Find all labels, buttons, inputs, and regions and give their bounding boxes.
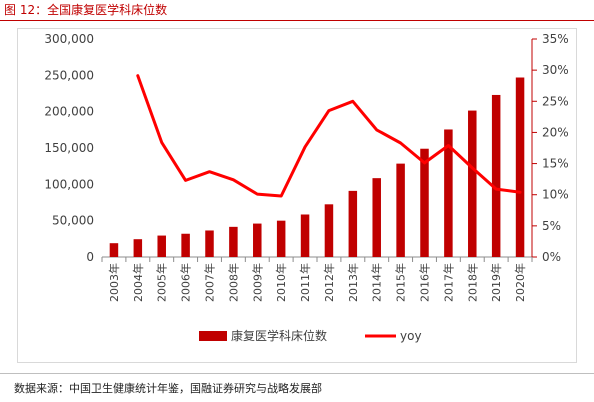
right-y-tick-label: 0% <box>542 250 561 264</box>
bar-2020年 <box>515 77 525 257</box>
left-y-tick-label: 200,000 <box>44 105 94 119</box>
x-tick-label: 2009年 <box>250 263 264 302</box>
bar-2013年 <box>348 190 358 257</box>
yoy-line-series <box>136 74 522 198</box>
bar-2005年 <box>157 235 166 257</box>
bar-2014年 <box>372 178 381 257</box>
x-tick-label: 2007年 <box>203 263 217 302</box>
x-tick-label: 2017年 <box>441 263 455 302</box>
bar-2004年 <box>133 239 143 257</box>
x-tick-label: 2003年 <box>107 263 121 302</box>
x-tick-label: 2014年 <box>370 263 384 302</box>
bar-2009年 <box>253 223 262 257</box>
x-tick-label: 2015年 <box>394 263 408 302</box>
x-tick-label: 2004年 <box>131 263 145 302</box>
bar-series <box>109 77 525 258</box>
right-y-tick-label: 5% <box>542 219 561 233</box>
chart-legend: 康复医学科床位数 yoy <box>199 328 422 343</box>
x-tick-label: 2018年 <box>465 263 479 302</box>
right-y-tick-label: 15% <box>542 157 569 171</box>
chart-axes: 0 50,000 100,000 150,000 200,000 250,000 300,0… <box>44 32 568 302</box>
left-y-tick-label: 150,000 <box>44 141 94 155</box>
bar-2015年 <box>396 163 405 257</box>
x-tick-label: 2006年 <box>179 263 193 302</box>
bar-2018年 <box>468 110 477 258</box>
figure-title: 图 12：全国康复医学科床位数 <box>4 3 168 17</box>
right-y-tick-label: 30% <box>542 63 569 77</box>
bar-2003年 <box>109 243 119 257</box>
bar-2017年 <box>444 129 453 257</box>
right-y-tick-label: 20% <box>542 125 569 139</box>
x-tick-label: 2012年 <box>322 263 336 302</box>
x-tick-label: 2011年 <box>298 263 312 302</box>
bar-2008年 <box>229 226 238 257</box>
bar-2006年 <box>181 233 190 257</box>
x-tick-label: 2019年 <box>489 263 503 302</box>
legend-swatch-bar <box>199 331 227 341</box>
bar-2012年 <box>324 204 334 257</box>
right-y-tick-label: 35% <box>542 32 569 46</box>
x-tick-label: 2005年 <box>155 263 169 302</box>
left-y-tick-label: 0 <box>86 250 94 264</box>
x-tick-label: 2010年 <box>274 263 288 302</box>
title-divider <box>0 20 594 21</box>
left-y-tick-label: 250,000 <box>44 68 94 82</box>
x-tick-label: 2016年 <box>418 263 432 302</box>
x-tick-label: 2008年 <box>226 263 240 302</box>
bar-2016年 <box>420 148 429 257</box>
right-y-tick-label: 10% <box>542 188 569 202</box>
bar-2010年 <box>276 220 286 257</box>
legend-label-line: yoy <box>400 329 422 343</box>
x-tick-label: 2013年 <box>346 263 360 302</box>
left-y-tick-label: 300,000 <box>44 32 94 46</box>
left-y-tick-label: 50,000 <box>52 214 94 228</box>
right-y-tick-label: 25% <box>542 94 569 108</box>
legend-label-bar: 康复医学科床位数 <box>231 328 327 343</box>
chart-frame <box>17 28 577 363</box>
bar-2011年 <box>300 214 310 257</box>
footer-divider <box>0 373 594 374</box>
bar-2019年 <box>491 94 501 257</box>
bar-2007年 <box>205 230 214 257</box>
source-note: 数据来源：中国卫生健康统计年鉴，国融证券研究与战略发展部 <box>14 382 322 395</box>
yoy-line <box>136 74 522 198</box>
left-y-tick-label: 100,000 <box>44 177 94 191</box>
x-tick-label: 2020年 <box>513 263 527 302</box>
